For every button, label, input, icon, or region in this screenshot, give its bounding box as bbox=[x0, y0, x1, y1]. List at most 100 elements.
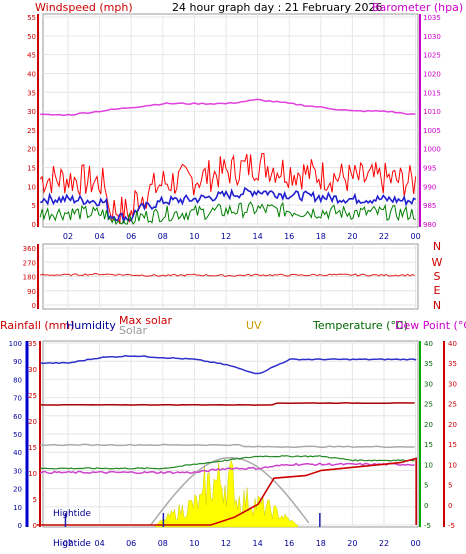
baro-tick-label: 985 bbox=[423, 202, 436, 210]
baro-tick-label: 1025 bbox=[423, 52, 441, 60]
x-tick-label: 10 bbox=[189, 232, 199, 241]
climate-series bbox=[37, 354, 417, 528]
humidity-tick-label: 30 bbox=[13, 467, 22, 475]
wind-tick-label: 5 bbox=[32, 202, 36, 210]
solar-area bbox=[155, 459, 298, 528]
baro-tick-label: 1005 bbox=[423, 127, 441, 135]
x-tick-label: 16 bbox=[284, 539, 294, 548]
x-tick-label: 18 bbox=[316, 539, 326, 548]
solar-label: Solar bbox=[119, 324, 148, 337]
direction-tick-label: 270 bbox=[23, 259, 36, 267]
temp-tick-label: 10 bbox=[424, 461, 433, 469]
max-solar-label: Max solar bbox=[119, 314, 172, 327]
climate-x-axis: 02 04 06 08 10 12 14 16 18 20 22 00 bbox=[63, 539, 421, 548]
wind-tick-label: 35 bbox=[27, 89, 36, 97]
baro-tick-label: 1035 bbox=[423, 14, 441, 22]
rainfall-label: Rainfall (mm) bbox=[0, 319, 74, 332]
compass-label: E bbox=[434, 284, 441, 297]
wind-tick-label: 15 bbox=[27, 165, 36, 173]
x-tick-label: 00 bbox=[411, 232, 421, 241]
wind-tick-label: 55 bbox=[27, 14, 36, 22]
graph-title: 24 hour graph day : 21 February 2026 bbox=[172, 1, 383, 14]
direction-tick-label: 90 bbox=[27, 288, 36, 296]
temp-tick-label: 5 bbox=[424, 482, 428, 490]
rain-tick-label: 35 bbox=[28, 340, 37, 348]
x-tick-label: 20 bbox=[347, 232, 357, 241]
x-tick-label: 12 bbox=[221, 539, 231, 548]
temperature-line bbox=[40, 455, 415, 470]
x-tick-label: 16 bbox=[284, 232, 294, 241]
compass-label: N bbox=[433, 299, 441, 312]
uv-label: UV bbox=[246, 319, 262, 332]
dew-tick-label: 15 bbox=[448, 441, 457, 449]
direction-tick-label: 180 bbox=[23, 274, 36, 282]
humidity-tick-label: 0 bbox=[18, 522, 22, 530]
humidity-tick-label: 70 bbox=[13, 395, 22, 403]
baro-tick-label: 1030 bbox=[423, 33, 441, 41]
wind-tick-label: 25 bbox=[27, 127, 36, 135]
dew-tick-label: 40 bbox=[448, 340, 457, 348]
max-solar-line bbox=[150, 456, 310, 526]
rainfall-line bbox=[37, 457, 417, 526]
wind-tick-label: 10 bbox=[27, 183, 36, 191]
rain-tick-label: 10 bbox=[28, 470, 37, 478]
hightide-axis-label: Hightide bbox=[53, 539, 91, 549]
wind-tick-label: 40 bbox=[27, 70, 36, 78]
x-tick-label: 12 bbox=[221, 232, 231, 241]
dew-point-label: Dew Point (°C) bbox=[395, 319, 466, 332]
baro-tick-label: 995 bbox=[423, 165, 436, 173]
baro-tick-label: 1020 bbox=[423, 70, 441, 78]
dew-tick-label: 30 bbox=[448, 380, 457, 388]
baro-tick-label: 1000 bbox=[423, 146, 441, 154]
temp-tick-label: 15 bbox=[424, 441, 433, 449]
baro-tick-label: 990 bbox=[423, 183, 436, 191]
temp-tick-label: 35 bbox=[424, 360, 433, 368]
x-tick-label: 04 bbox=[95, 232, 105, 241]
wind-tick-label: 20 bbox=[27, 146, 36, 154]
direction-series bbox=[40, 272, 415, 278]
baro-tick-label: 1015 bbox=[423, 89, 441, 97]
x-tick-label: 22 bbox=[379, 539, 389, 548]
wind-series bbox=[39, 98, 417, 226]
direction-grid bbox=[43, 244, 418, 309]
wind-tick-label: 50 bbox=[27, 33, 36, 41]
temp-tick-label: 25 bbox=[424, 401, 433, 409]
barometer-line bbox=[40, 98, 416, 117]
humidity-tick-label: 80 bbox=[13, 376, 22, 384]
x-tick-label: 08 bbox=[158, 232, 168, 241]
x-tick-label: 20 bbox=[347, 539, 357, 548]
dew-tick-label: 10 bbox=[448, 461, 457, 469]
temperature-label: Temperature (°C) bbox=[312, 319, 408, 332]
humidity-tick-label: 90 bbox=[13, 358, 22, 366]
wind-tick-label: 30 bbox=[27, 108, 36, 116]
x-tick-label: 06 bbox=[126, 232, 136, 241]
dew-tick-label: 20 bbox=[448, 421, 457, 429]
compass-label: S bbox=[434, 270, 441, 283]
humidity-tick-label: 40 bbox=[13, 449, 22, 457]
humidity-label: Humidity bbox=[66, 319, 116, 332]
x-tick-label: 04 bbox=[95, 539, 105, 548]
humidity-tick-label: 10 bbox=[13, 504, 22, 512]
direction-tick-label: 360 bbox=[23, 245, 36, 253]
wind-tick-label: 45 bbox=[27, 52, 36, 60]
x-tick-label: 18 bbox=[316, 232, 326, 241]
x-tick-label: 22 bbox=[379, 232, 389, 241]
dew-point-line bbox=[39, 462, 415, 475]
compass-label: N bbox=[433, 240, 441, 253]
wind-avg-line bbox=[40, 186, 416, 225]
dew-tick-label: 35 bbox=[448, 360, 457, 368]
hightide-label: Hightide bbox=[53, 509, 91, 519]
wind-gust-line bbox=[39, 153, 417, 225]
wind-x-axis: 02 04 06 08 10 12 14 16 18 20 22 00 bbox=[63, 232, 421, 241]
temp-tick-label: 0 bbox=[424, 502, 428, 510]
wind-axis: 0510152025303540455055980985990995100010… bbox=[27, 14, 441, 229]
humidity-tick-label: 60 bbox=[13, 413, 22, 421]
x-tick-label: 08 bbox=[158, 539, 168, 548]
max-solar-upper-line bbox=[40, 402, 415, 406]
direction-tick-label: 0 bbox=[32, 302, 36, 310]
temp-tick-label: 30 bbox=[424, 380, 433, 388]
x-tick-label: 14 bbox=[253, 539, 263, 548]
x-tick-label: 14 bbox=[253, 232, 263, 241]
temp-tick-label: 20 bbox=[424, 421, 433, 429]
